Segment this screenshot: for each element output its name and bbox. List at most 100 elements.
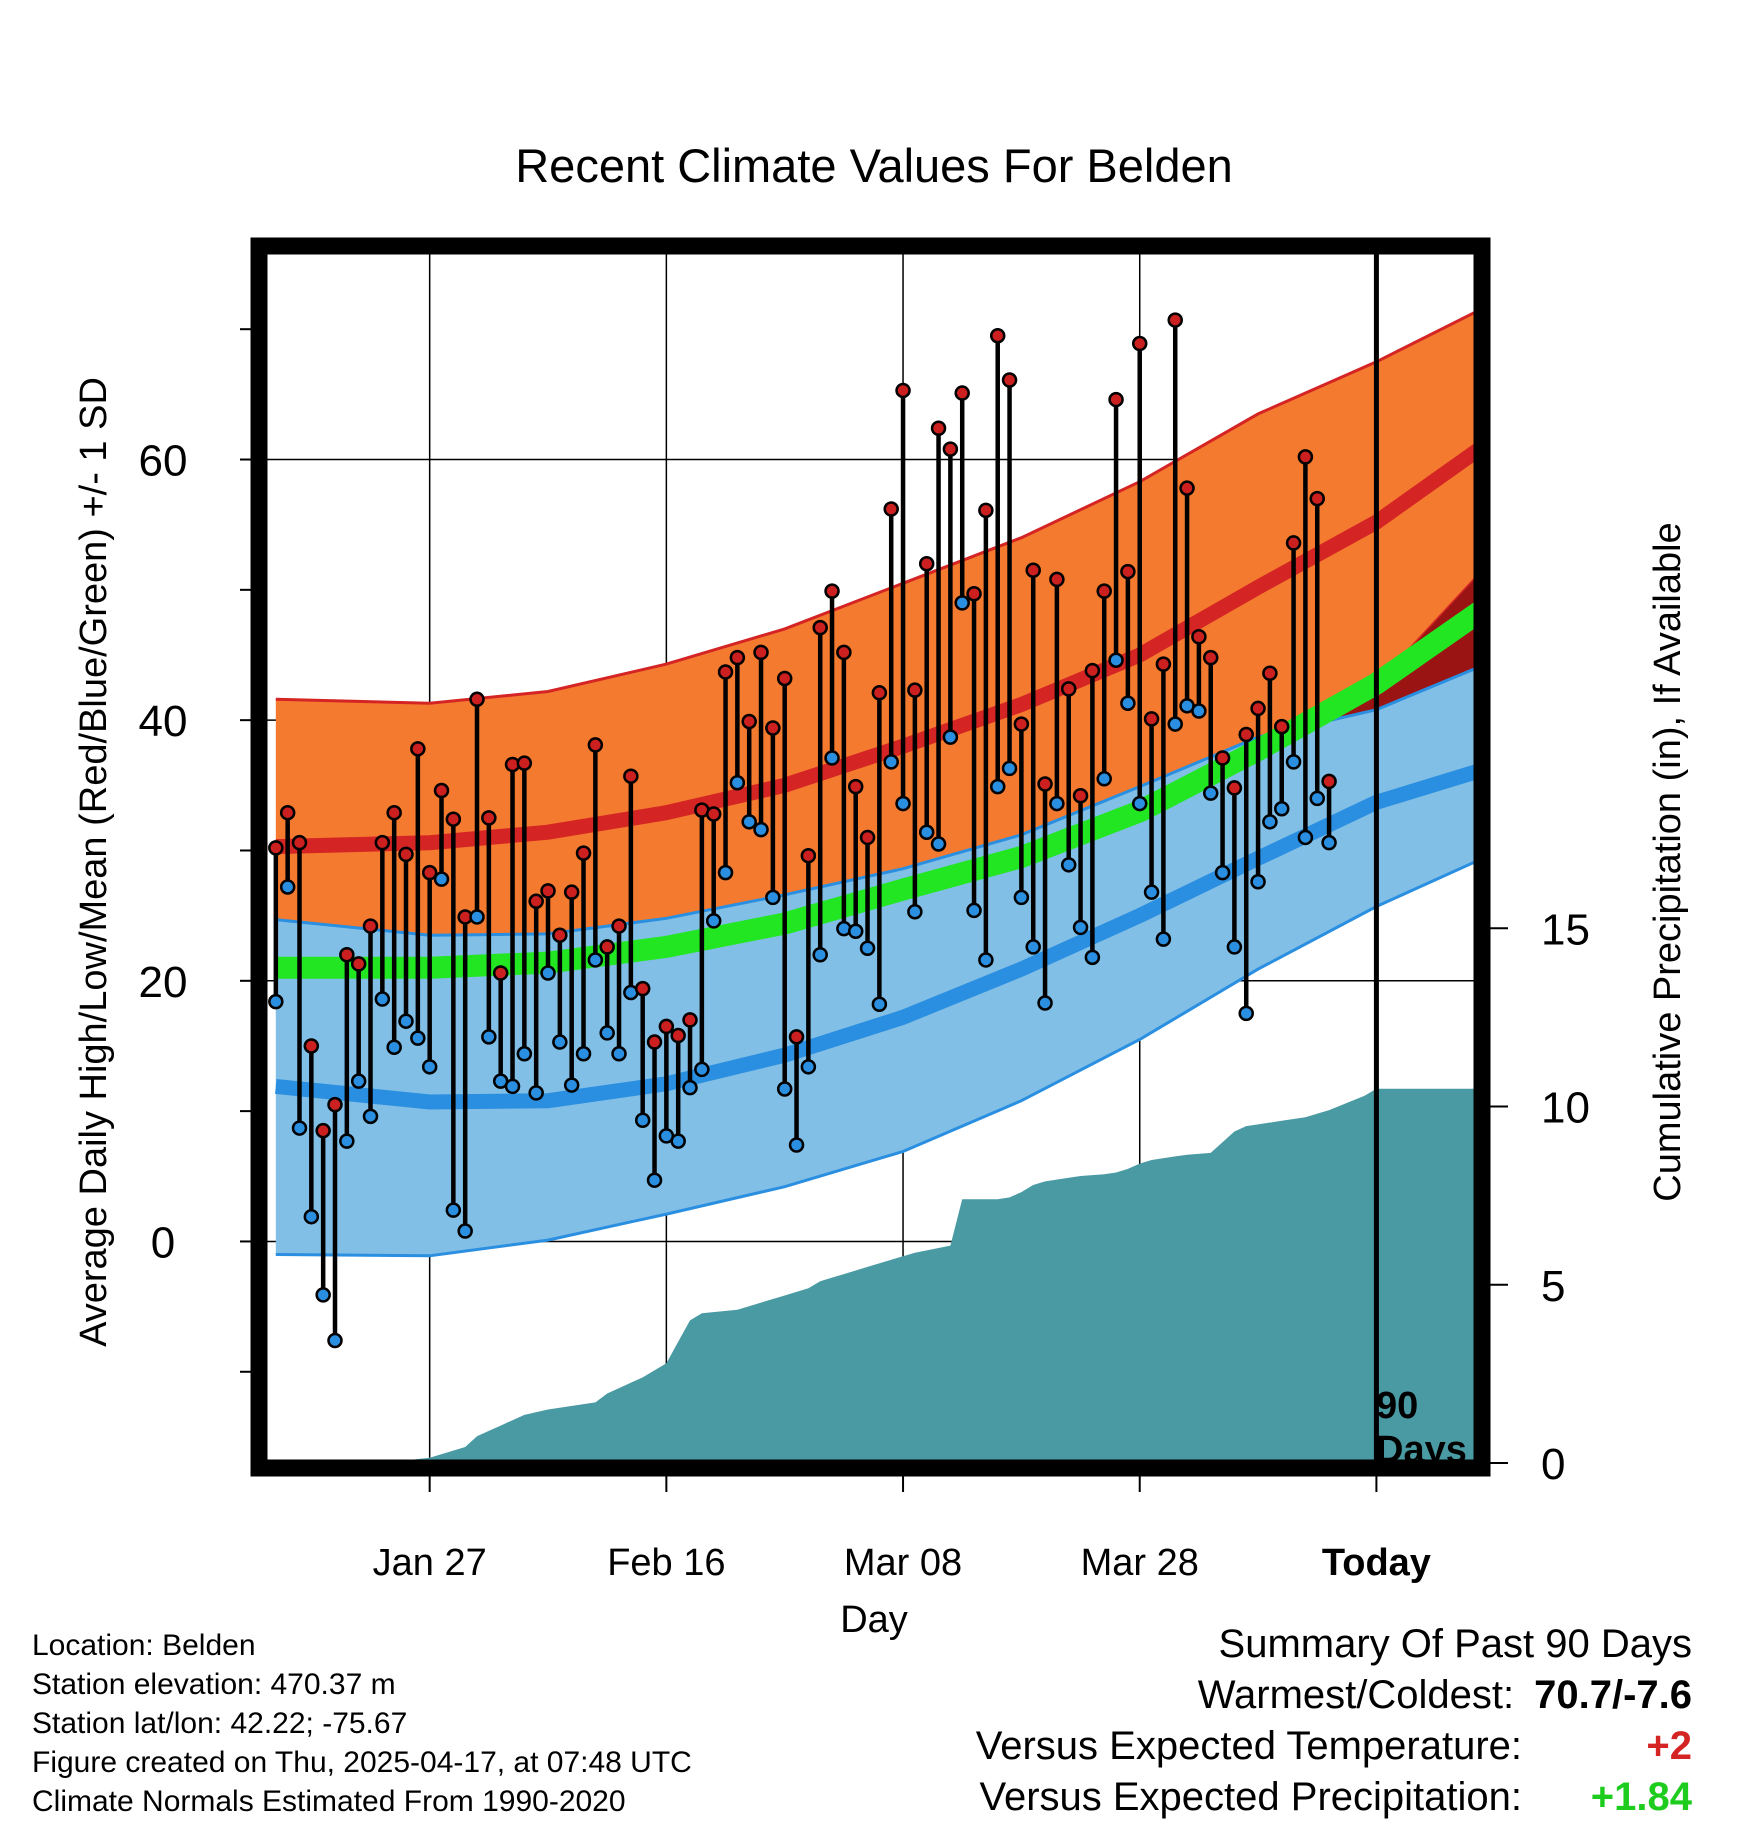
mean-normal-line	[275, 600, 1477, 979]
low-point	[327, 1332, 343, 1349]
y-axis-left: 0 20 40 60	[139, 328, 255, 1373]
high-point	[930, 420, 947, 436]
x-tick-label: Jan 27	[373, 1542, 487, 1584]
high-point	[1013, 716, 1030, 732]
low-point	[883, 754, 899, 770]
low-point	[481, 1029, 497, 1045]
low-point	[1025, 939, 1041, 955]
low-point	[362, 1108, 379, 1125]
plot-frame	[250, 237, 1491, 1477]
high-point	[836, 644, 852, 661]
latlon-text: Station lat/lon: 42.22; -75.67	[32, 1707, 408, 1740]
high-point	[978, 502, 994, 519]
high-point	[634, 980, 651, 997]
high-point	[481, 810, 497, 826]
low-point	[457, 1223, 473, 1239]
low-point	[634, 1112, 651, 1129]
high-point	[1214, 750, 1231, 766]
y-axis-right: 0 5 10 15	[1486, 905, 1590, 1489]
low-normal-line	[275, 763, 1477, 1110]
high-point	[753, 644, 769, 661]
high-point	[1096, 583, 1112, 599]
x-tick-label: Today	[1322, 1542, 1431, 1584]
high-point	[350, 956, 367, 972]
high-point	[1108, 391, 1124, 408]
chart-title: Recent Climate Values For Belden	[515, 139, 1233, 192]
high-point	[1001, 372, 1018, 388]
high-point	[327, 1096, 343, 1113]
temp-versus-row: Versus Expected Temperature: +2	[976, 1721, 1692, 1772]
high-point	[1321, 773, 1337, 790]
low-point	[907, 903, 923, 920]
low-point	[339, 1133, 355, 1149]
low-point	[729, 774, 746, 791]
low-point	[812, 946, 828, 963]
high-point	[682, 1012, 698, 1028]
high-point	[1309, 490, 1325, 507]
low-point	[433, 871, 450, 887]
low-point	[303, 1208, 320, 1225]
high-point	[1179, 480, 1195, 496]
low-point	[469, 909, 485, 925]
low-point	[1226, 939, 1243, 955]
low-point	[1155, 931, 1172, 947]
high-point	[374, 834, 391, 851]
low-point	[575, 1046, 592, 1062]
high-point	[717, 664, 734, 680]
temp-versus-value: +2	[1646, 1724, 1692, 1768]
low-point	[942, 729, 959, 745]
low-point	[670, 1133, 686, 1149]
low-point	[504, 1078, 521, 1095]
low-point	[694, 1061, 710, 1078]
x-axis-label: Day	[840, 1599, 908, 1641]
high-point	[670, 1027, 686, 1044]
low-point	[563, 1077, 580, 1093]
low-point	[1013, 889, 1030, 906]
high-point	[1025, 562, 1041, 579]
high-point	[1084, 662, 1101, 679]
low-point	[1049, 795, 1065, 812]
today-days-word: 90	[1376, 1385, 1418, 1427]
high-point	[883, 501, 899, 517]
low-point	[552, 1034, 568, 1050]
high-point	[1037, 776, 1053, 792]
precip-versus-label: Versus Expected Precipitation:	[979, 1775, 1522, 1819]
high-point	[824, 583, 840, 599]
low-point	[279, 879, 296, 895]
low-point	[1143, 884, 1160, 900]
low-point	[528, 1085, 544, 1101]
low-point	[824, 750, 840, 766]
high-point	[847, 778, 864, 795]
low-point	[398, 1013, 414, 1029]
x-axis: Jan 27 Feb 16 Mar 08 Mar 28 Today	[373, 1472, 1431, 1584]
high-point	[398, 846, 414, 863]
high-point	[705, 806, 722, 822]
low-point	[847, 923, 864, 940]
low-point	[1060, 857, 1077, 873]
low-point	[599, 1025, 615, 1041]
low-point	[930, 836, 947, 852]
low-point	[1250, 874, 1266, 890]
low-point	[776, 1081, 793, 1097]
low-point	[587, 952, 604, 968]
low-point	[1297, 829, 1314, 846]
low-point	[978, 952, 994, 968]
warmest-coldest-row: Warmest/Coldest: 70.7/-7.6	[976, 1670, 1692, 1721]
station-info: Location: Belden Station elevation: 470.…	[32, 1626, 692, 1821]
warmest-coldest-value: 70.7/-7.6	[1534, 1673, 1692, 1717]
low-point	[516, 1046, 533, 1062]
high-point	[1273, 718, 1290, 735]
elevation-text: Station elevation: 470.37 m	[32, 1668, 396, 1701]
low-point	[646, 1172, 663, 1188]
high-point	[966, 585, 982, 602]
high-point	[895, 382, 911, 399]
high-point	[469, 691, 485, 708]
high-point	[339, 946, 355, 963]
low-point	[1214, 864, 1231, 881]
location-text: Location: Belden	[32, 1629, 256, 1662]
low-point	[386, 1039, 402, 1056]
high-point	[516, 755, 533, 771]
high-point	[552, 927, 568, 943]
low-point	[800, 1059, 817, 1075]
high-point	[646, 1034, 663, 1050]
